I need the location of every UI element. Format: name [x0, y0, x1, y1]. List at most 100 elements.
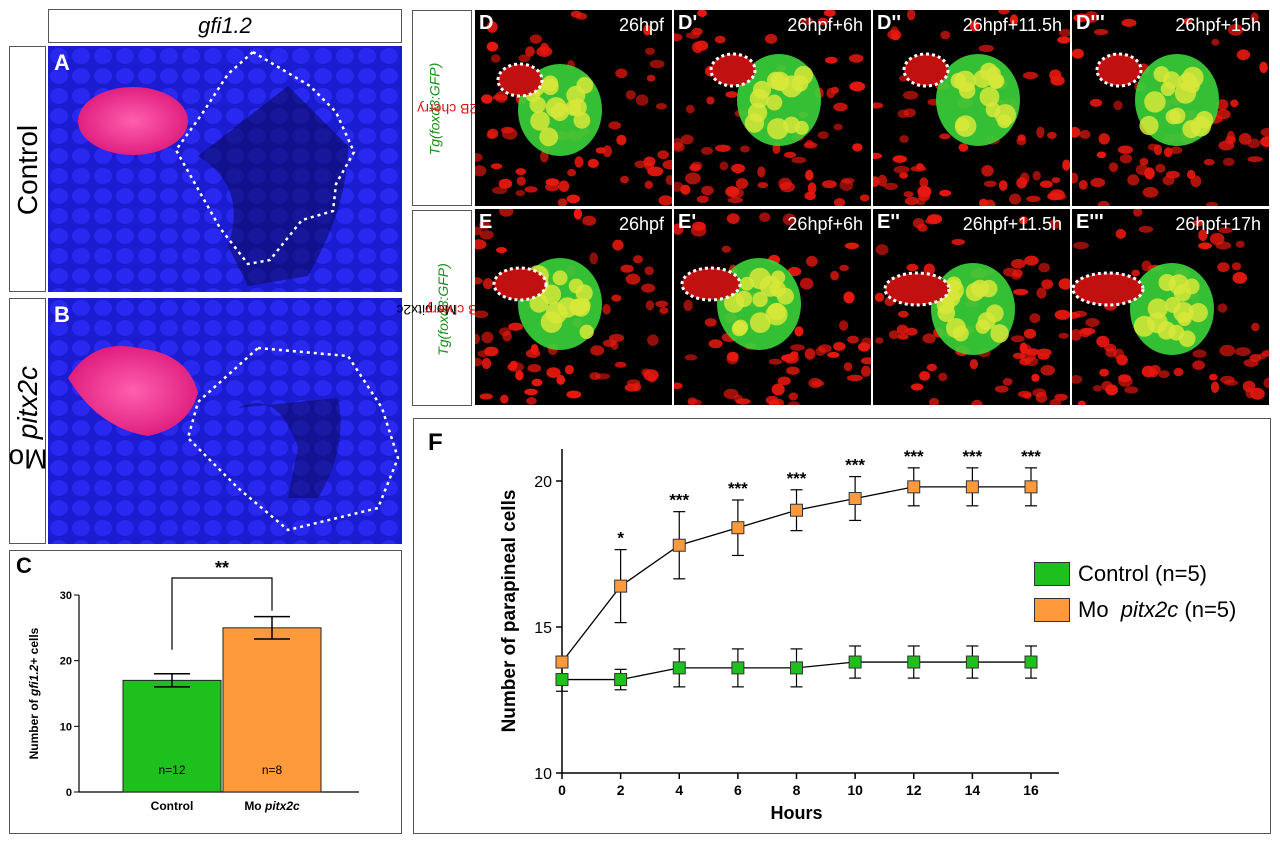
y-axis-label-f: Number of parapineal cells: [499, 490, 520, 733]
data-point-f-1-3: [731, 521, 745, 535]
category-label-c-0: Control: [151, 799, 194, 813]
gene-title-box: gfi1.2: [48, 9, 402, 43]
panel-letter-c: C: [16, 553, 32, 578]
panel-letter-a: A: [54, 50, 70, 75]
significance-label-c: **: [215, 558, 229, 578]
significance-label-f-4: ***: [787, 469, 807, 488]
data-point-f-1-8: [1024, 480, 1038, 494]
micrograph-e-3: E''' 26hpf+17h: [1072, 209, 1269, 405]
legend-label-morphant-gene: pitx2c: [1120, 597, 1179, 622]
panel-letter-e-0: E: [479, 211, 493, 233]
time-label-e-0: 26hpf: [618, 214, 664, 234]
panel-letter-d-1: D': [678, 12, 698, 34]
panel-letter-b: B: [54, 302, 70, 327]
data-point-f-0-5: [848, 655, 862, 669]
data-point-f-0-1: [614, 673, 628, 687]
x-tick-label-f-0: 0: [558, 782, 566, 798]
row-label-morphant: Mo pitx2c: [9, 298, 48, 544]
significance-label-f-6: ***: [904, 447, 924, 466]
panel-letter-d-2: D'': [877, 12, 901, 34]
bar-chart-c: 0 10 20 30 Number of gfi1.2+ cells n=12 n=8 Con…: [27, 558, 359, 813]
x-tick-label-f-4: 8: [793, 782, 801, 798]
significance-bracket-c: [171, 577, 273, 650]
panel-letter-e-2: E'': [877, 211, 900, 233]
legend-swatch-morphant: [1034, 598, 1070, 622]
category-label-c-1: Mo pitx2c: [244, 799, 300, 813]
data-point-f-0-4: [790, 661, 803, 675]
legend-f: Control (n=5) Mo pitx2c (n=5): [1034, 559, 1236, 625]
x-tick-label-f-6: 12: [906, 782, 922, 798]
legend-item-control: Control (n=5): [1034, 559, 1236, 589]
panel-letter-d-3: D''': [1076, 12, 1105, 34]
x-tick-label-f-1: 2: [617, 782, 625, 798]
data-point-f-0-2: [672, 661, 686, 675]
time-label-d-3: 26hpf+15h: [1175, 15, 1261, 35]
legend-swatch-control: [1034, 562, 1070, 586]
data-point-f-1-5: [848, 492, 862, 506]
significance-label-f-1: *: [617, 529, 624, 548]
micrograph-e-1: E' 26hpf+6h: [674, 209, 871, 405]
significance-label-f-8: ***: [1021, 447, 1041, 466]
data-point-f-1-0: [555, 655, 569, 669]
row-label-d: Tg(foxd3:GFP) H2B cherry: [412, 10, 487, 206]
data-point-f-1-7: [965, 480, 979, 494]
x-tick-label-f-5: 10: [847, 782, 863, 798]
micrograph-a: A: [48, 46, 402, 292]
bar-c-0: [122, 679, 222, 793]
panel-letter-e-1: E': [678, 211, 697, 233]
row-label-e: Mo pitx2c Tg(foxd3:GFP) H2B cherry: [396, 210, 495, 406]
y-tick-label-c-1: 10: [60, 721, 72, 733]
micrograph-e-2: E'' 26hpf+11.5h: [873, 209, 1070, 405]
time-label-e-1: 26hpf+6h: [787, 214, 863, 234]
data-point-f-1-2: [672, 538, 686, 552]
x-axis-label-f: Hours: [770, 803, 822, 823]
y-tick-label-f-1: 15: [534, 620, 552, 637]
legend-label-control: Control (n=5): [1078, 561, 1208, 586]
x-tick-label-f-8: 16: [1023, 782, 1039, 798]
row-label-control-text: Control: [12, 124, 44, 216]
panel-letter-f: F: [428, 429, 443, 456]
micrograph-d-2: D'' 26hpf+11.5h: [873, 10, 1070, 206]
data-point-f-0-0: [555, 673, 569, 687]
panel-f-frame: F 10 15 20 0 2 4 6 8 10 12 14 16 Hours Number of para…: [413, 418, 1271, 834]
panel-letter-d-0: D: [479, 12, 494, 34]
data-point-f-1-4: [790, 503, 803, 517]
row-label-morphant-gene: pitx2c: [12, 365, 44, 440]
micrograph-b: B: [48, 298, 402, 544]
data-point-f-0-6: [907, 655, 921, 669]
row-label-morphant-prefix: Mo: [9, 443, 48, 475]
y-axis-label-c: Number of gfi1.2+ cells: [27, 627, 41, 759]
significance-label-f-2: ***: [669, 491, 689, 510]
time-label-e-2: 26hpf+11.5h: [962, 214, 1062, 234]
data-point-f-0-8: [1024, 655, 1038, 669]
significance-label-f-3: ***: [728, 479, 748, 498]
significance-label-f-5: ***: [845, 456, 865, 475]
data-point-f-0-7: [965, 655, 979, 669]
x-tick-label-f-2: 4: [675, 782, 683, 798]
panel-c-frame: C 0 10 20 30 Number of gfi1.2+ cells n=12 n=8 C…: [9, 550, 402, 834]
bar-label-c-0: n=12: [158, 763, 185, 777]
micrograph-d-1: D' 26hpf+6h: [674, 10, 871, 206]
x-tick-label-f-7: 14: [965, 782, 981, 798]
y-tick-label-f-2: 20: [534, 474, 552, 491]
legend-label-morphant-prefix: Mo: [1078, 597, 1121, 622]
line-chart-f: 10 15 20 0 2 4 6 8 10 12 14 16 Hours Number of parapi…: [499, 447, 1059, 823]
micrograph-d-0: D 26hpf: [475, 10, 672, 206]
legend-item-morphant: Mo pitx2c (n=5): [1034, 595, 1236, 625]
legend-label-morphant-suffix: (n=5): [1178, 597, 1237, 622]
data-point-f-1-6: [907, 480, 921, 494]
time-label-d-0: 26hpf: [618, 15, 664, 35]
gene-title: gfi1.2: [198, 13, 252, 38]
bar-label-c-1: n=8: [262, 763, 283, 777]
row-label-control: Control: [9, 46, 46, 292]
micrograph-d-3: D''' 26hpf+15h: [1072, 10, 1269, 206]
y-tick-label-c-0: 0: [66, 787, 72, 799]
y-tick-label-c-2: 20: [60, 656, 72, 668]
time-label-e-3: 26hpf+17h: [1175, 214, 1261, 234]
time-label-d-1: 26hpf+6h: [787, 15, 863, 35]
y-tick-label-c-3: 30: [60, 590, 72, 602]
data-point-f-0-3: [731, 661, 745, 675]
micrograph-e-0: E 26hpf: [475, 209, 672, 405]
significance-label-f-7: ***: [962, 447, 982, 466]
x-tick-label-f-3: 6: [734, 782, 742, 798]
